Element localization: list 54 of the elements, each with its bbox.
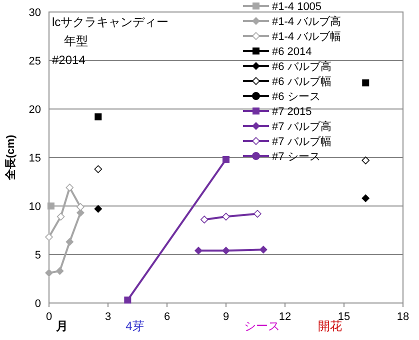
- point: [222, 212, 230, 221]
- point: [124, 296, 132, 304]
- point: [222, 156, 230, 163]
- point: [94, 113, 102, 120]
- point: [66, 184, 74, 192]
- y-tick-label: 15: [28, 152, 41, 164]
- legend-label: #6 バルブ高: [272, 60, 332, 73]
- y-axis-title: 全長(cm): [4, 134, 17, 182]
- y-tick-label: 30: [28, 7, 41, 19]
- point: [47, 202, 54, 210]
- point: [194, 246, 202, 255]
- text: 開花: [318, 319, 342, 333]
- point: [56, 266, 64, 275]
- y-tick-label: 5: [34, 250, 41, 262]
- annotation: 年型: [64, 34, 88, 48]
- legend-label: #7 バルブ幅: [272, 135, 332, 148]
- point: [362, 156, 370, 164]
- legend-label: #1-4 バルブ高: [272, 15, 342, 28]
- point: [45, 268, 53, 277]
- text: 4芽: [126, 319, 144, 333]
- legend-label: #7 シース: [272, 151, 320, 163]
- point: [362, 194, 370, 202]
- x-tick-label: 3: [104, 311, 112, 323]
- y-tick-label: 25: [28, 56, 41, 68]
- y-tick-label: 20: [28, 104, 41, 116]
- legend-label: #6 2014: [272, 46, 312, 58]
- legend-label: #7 バルブ高: [272, 120, 332, 133]
- point: [56, 212, 65, 221]
- y-tick-label: 10: [28, 201, 41, 213]
- legend-label: #7 2015: [272, 106, 312, 118]
- point: [362, 79, 370, 86]
- point: [222, 246, 230, 255]
- point: [66, 238, 74, 246]
- annotation: lcサクラキャンディー: [52, 15, 169, 29]
- x-tick-label: 18: [396, 311, 410, 323]
- point: [45, 233, 53, 241]
- text: シース: [244, 319, 280, 333]
- y-tick-label: 0: [34, 298, 41, 310]
- legend-label: #1-4 バルブ幅: [272, 30, 342, 43]
- point: [94, 204, 102, 213]
- x-tick-label: 0: [46, 311, 52, 323]
- x-tick-label: 12: [278, 311, 292, 323]
- annotation: #2014: [52, 53, 86, 67]
- legend-label: #1-4 1005: [272, 1, 322, 13]
- point: [200, 216, 208, 224]
- text: 月: [55, 319, 68, 333]
- legend-label: #6 シース: [272, 91, 320, 103]
- point: [259, 246, 268, 254]
- point: [76, 203, 84, 211]
- x-tick-label: 9: [222, 311, 230, 323]
- point: [254, 210, 262, 218]
- legend-label: #6 バルブ幅: [272, 75, 332, 88]
- point: [94, 165, 102, 174]
- x-tick-label: 6: [164, 311, 170, 323]
